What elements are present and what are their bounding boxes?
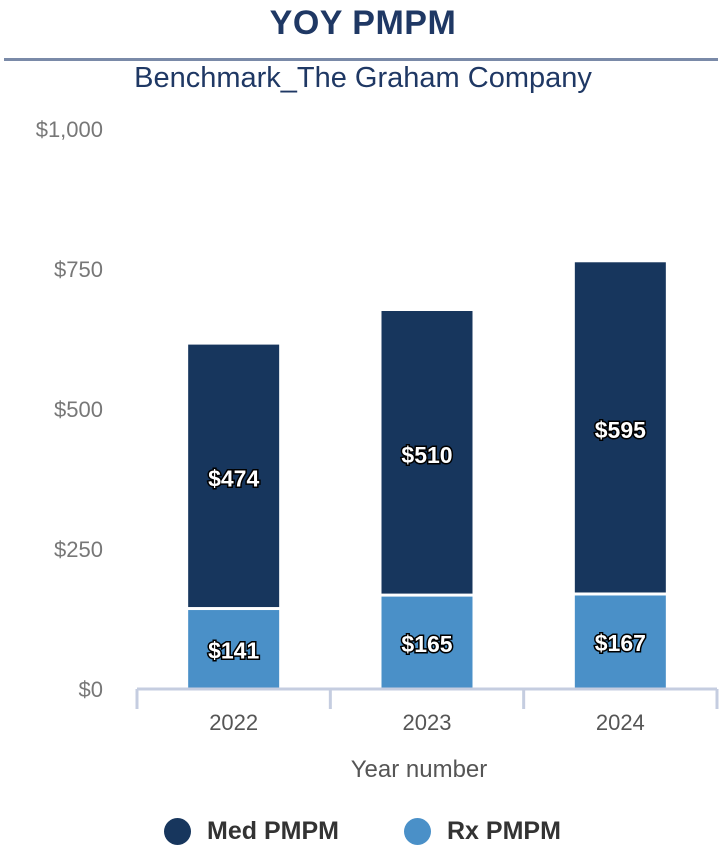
bar-segment-med: [381, 311, 473, 594]
data-label: $510: [401, 442, 452, 468]
bar-segment-rx: [381, 596, 473, 689]
bar-segment-med: [188, 344, 280, 608]
y-tick-label: $750: [54, 257, 103, 282]
data-label: $167: [595, 630, 646, 656]
y-tick-label: $500: [54, 397, 103, 422]
x-axis-title: Year number: [351, 756, 488, 783]
bar-segment-med: [574, 262, 666, 593]
data-label: $595: [595, 417, 646, 443]
title-divider: [4, 58, 718, 61]
y-tick-label: $1,000: [36, 117, 103, 142]
x-tick-label: 2024: [596, 710, 645, 735]
y-tick-label: $0: [79, 677, 103, 702]
chart-subtitle: Benchmark_The Graham Company: [134, 62, 592, 94]
x-tick-label: 2023: [403, 710, 452, 735]
legend-swatch-med: [164, 817, 191, 845]
data-label: $165: [401, 631, 452, 657]
legend-label-med: Med PMPM: [207, 816, 339, 845]
bar-segment-rx: [574, 595, 666, 689]
legend-swatch-rx: [404, 817, 431, 845]
chart-title: YOY PMPM: [269, 4, 457, 42]
stacked-bar-chart: $0 $250 $500 $750 $1,000 $141 $474 2022 $165 $510…: [36, 117, 719, 783]
chart-legend: Med PMPM Rx PMPM: [0, 813, 726, 853]
legend-item-rx[interactable]: Rx PMPM: [404, 813, 561, 849]
data-label: $474: [208, 465, 259, 491]
data-label: $141: [208, 638, 259, 664]
legend-label-rx: Rx PMPM: [447, 816, 561, 845]
bar-segment-rx: [188, 610, 280, 689]
x-tick-label: 2022: [209, 710, 258, 735]
legend-item-med[interactable]: Med PMPM: [164, 813, 339, 849]
y-tick-label: $250: [54, 537, 103, 562]
